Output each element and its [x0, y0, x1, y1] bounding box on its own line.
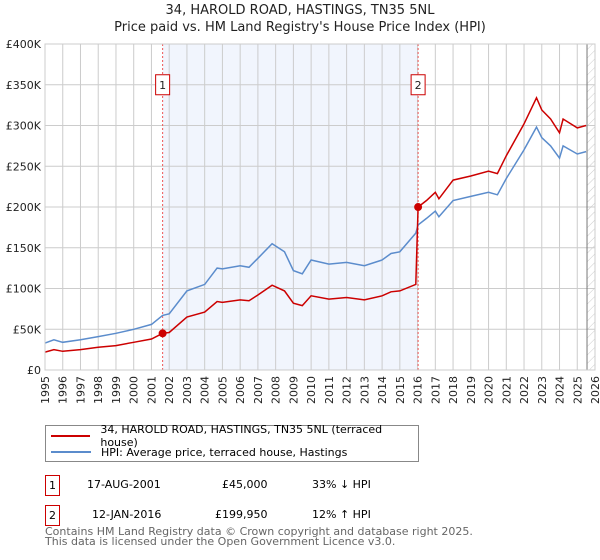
x-tick-label: 2020 — [483, 376, 496, 404]
x-tick-label: 2012 — [341, 376, 354, 404]
transaction-row: 1 17-AUG-2001 £45,000 33% ↓ HPI — [45, 475, 445, 496]
chart-title: 34, HAROLD ROAD, HASTINGS, TN35 5NL — [165, 3, 435, 18]
y-tick-label: £400K — [6, 38, 42, 51]
y-tick-label: £50K — [13, 323, 42, 336]
x-tick-label: 2005 — [216, 376, 229, 404]
x-tick-label: 1997 — [74, 376, 87, 404]
x-tick-label: 2015 — [394, 376, 407, 404]
legend-swatch-red — [51, 435, 91, 437]
hpi-line — [44, 125, 587, 344]
transaction-date: 12-JAN-2016 — [92, 508, 162, 521]
plot-frame — [44, 43, 596, 371]
transaction-marker: 2 — [45, 505, 60, 526]
x-tick-label: 2014 — [376, 376, 389, 404]
x-tick-label: 2017 — [429, 376, 442, 404]
transaction-date: 17-AUG-2001 — [87, 478, 161, 491]
x-tick-label: 1998 — [92, 376, 105, 404]
legend: 34, HAROLD ROAD, HASTINGS, TN35 5NL (ter… — [45, 423, 419, 462]
legend-swatch-blue — [51, 451, 91, 453]
y-tick-label: £350K — [6, 79, 42, 92]
legend-item-property: 34, HAROLD ROAD, HASTINGS, TN35 5NL (ter… — [51, 423, 418, 449]
y-tick-label: £0 — [27, 364, 41, 377]
transaction-hpi: 12% ↑ HPI — [312, 508, 371, 521]
transaction-price: £199,950 — [215, 508, 268, 521]
x-tick-label: 2000 — [128, 376, 141, 404]
x-tick-label: 2007 — [252, 376, 265, 404]
x-tick-label: 2022 — [518, 376, 531, 404]
transaction-row: 2 12-JAN-2016 £199,950 12% ↑ HPI — [45, 505, 445, 526]
x-tick-label: 2023 — [536, 376, 549, 404]
legend-item-hpi: HPI: Average price, terraced house, Hast… — [51, 444, 347, 460]
x-tick-label: 2002 — [163, 376, 176, 404]
x-tick-label: 2018 — [447, 376, 460, 404]
x-tick-label: 2024 — [554, 376, 567, 404]
sale-label-box — [410, 74, 426, 96]
x-tick-label: 1995 — [39, 376, 52, 404]
x-tick-label: 2026 — [589, 376, 600, 404]
x-tick-label: 2003 — [181, 376, 194, 404]
y-tick-label: £100K — [6, 283, 42, 296]
chart-subtitle: Price paid vs. HM Land Registry's House … — [114, 20, 486, 35]
footer: Contains HM Land Registry data © Crown c… — [45, 525, 473, 548]
x-tick-label: 2019 — [465, 376, 478, 404]
sale-point — [158, 329, 167, 338]
x-tick-label: 2016 — [412, 376, 425, 404]
sale-label: 2 — [415, 79, 422, 92]
x-tick-label: 2011 — [323, 376, 336, 404]
legend-label: 34, HAROLD ROAD, HASTINGS, TN35 5NL (ter… — [100, 423, 383, 449]
footer-copyright: Contains HM Land Registry data © Crown c… — [45, 525, 473, 538]
price-chart: 1995 1996 1997 1998 1999 2000 2001 2002 2003 2004… — [6, 38, 600, 404]
sale-label-box — [155, 74, 171, 96]
price-paid-line — [44, 95, 587, 353]
transaction-price: £45,000 — [222, 478, 268, 491]
transaction-hpi: 33% ↓ HPI — [312, 478, 371, 491]
x-tick-label: 1999 — [110, 376, 123, 404]
y-tick-label: £150K — [6, 242, 42, 255]
x-tick-label: 2006 — [234, 376, 247, 404]
sale-point — [414, 203, 423, 212]
legend-label: HPI: Average price, terraced house, Hast… — [101, 445, 348, 459]
y-tick-label: £200K — [6, 201, 42, 214]
sale-label: 1 — [159, 79, 166, 92]
transaction-marker: 1 — [45, 475, 60, 496]
x-tick-label: 2025 — [571, 376, 584, 404]
footer-licence: This data is licensed under the Open Gov… — [45, 535, 396, 548]
y-tick-label: £300K — [6, 120, 42, 133]
x-tick-label: 1996 — [57, 376, 70, 404]
x-tick-label: 2004 — [199, 376, 212, 404]
x-tick-label: 2009 — [287, 376, 300, 404]
x-tick-label: 2021 — [500, 376, 513, 404]
x-tick-label: 2008 — [270, 376, 283, 404]
x-tick-label: 2001 — [145, 376, 158, 404]
x-tick-label: 2010 — [305, 376, 318, 404]
y-tick-label: £250K — [6, 160, 42, 173]
x-tick-label: 2013 — [358, 376, 371, 404]
